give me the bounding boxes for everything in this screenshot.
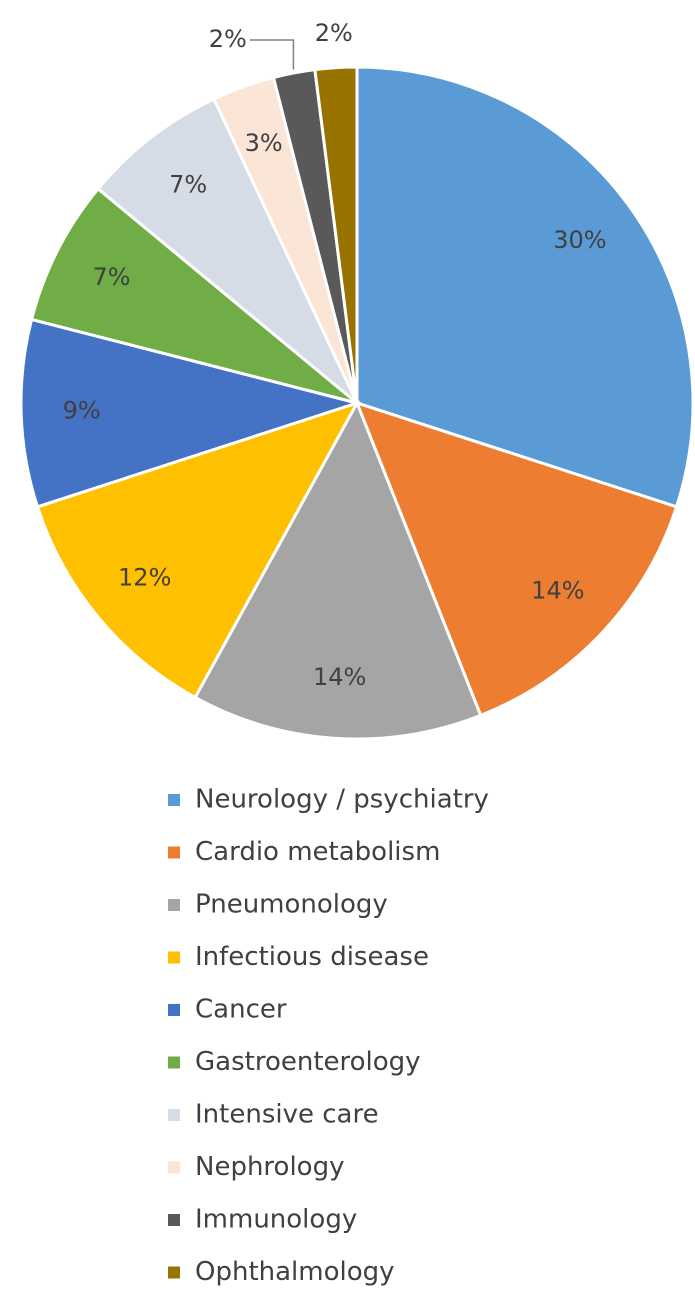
pie-slice (29, 186, 358, 405)
pie-slice (193, 399, 483, 741)
legend-swatch (168, 1214, 180, 1226)
legend-swatch (168, 846, 180, 859)
legend-label: Cardio metabolism (195, 837, 440, 867)
leader-line (249, 39, 295, 70)
legend-label: Pneumonology (195, 890, 388, 920)
legend-label: Cancer (195, 995, 287, 1025)
legend-swatch (168, 1161, 180, 1174)
legend-swatch (168, 1056, 180, 1069)
legend-label: Ophthalmology (195, 1257, 395, 1287)
pie-slice (355, 65, 695, 509)
legend-swatch (168, 1004, 180, 1016)
legend-swatch (168, 794, 180, 806)
data-label: 2% (315, 19, 353, 47)
data-label: 30% (553, 226, 606, 254)
legend-swatch (168, 951, 180, 964)
data-label: 14% (531, 577, 584, 605)
legend-label: Gastroenterology (195, 1047, 421, 1077)
legend-label: Infectious disease (195, 942, 429, 972)
legend-label: Immunology (195, 1205, 357, 1235)
pie-slice (19, 317, 363, 509)
legend-swatch (168, 1266, 180, 1279)
legend-swatch (168, 899, 180, 911)
legend-swatch (168, 1109, 180, 1121)
data-label: 14% (313, 663, 366, 691)
legend-label: Nephrology (195, 1152, 344, 1182)
data-label: 9% (63, 397, 101, 425)
data-label: 3% (245, 129, 283, 157)
pie-slice (35, 400, 361, 700)
pie-slice (354, 400, 679, 718)
data-label: 7% (92, 263, 130, 291)
legend-label: Intensive care (195, 1100, 379, 1130)
data-label: 7% (169, 170, 207, 198)
legend-label: Neurology / psychiatry (195, 785, 489, 815)
pie-slice (95, 96, 359, 405)
data-label: 12% (118, 564, 171, 592)
pie-slice (313, 65, 359, 404)
data-label: 2% (209, 25, 247, 53)
